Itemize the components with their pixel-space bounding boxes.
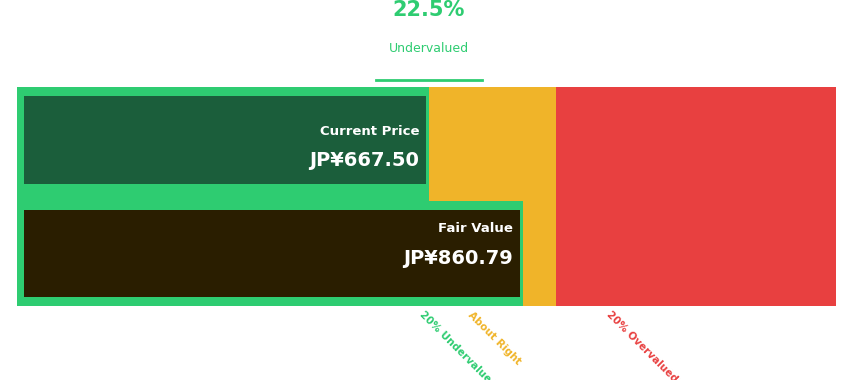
Bar: [429, 87, 556, 306]
Text: 22.5%: 22.5%: [392, 0, 464, 20]
Text: Current Price: Current Price: [320, 125, 418, 138]
Text: 20% Undervalued: 20% Undervalued: [417, 310, 498, 380]
Bar: [24, 96, 425, 184]
Text: JP¥667.50: JP¥667.50: [309, 151, 418, 170]
Text: Undervalued: Undervalued: [389, 42, 469, 55]
Text: 20% Overvalued: 20% Overvalued: [604, 310, 679, 380]
Bar: [17, 87, 429, 306]
Text: About Right: About Right: [466, 310, 522, 366]
Bar: [556, 87, 835, 306]
Bar: [17, 201, 522, 306]
Bar: [17, 87, 429, 192]
Bar: [24, 210, 519, 297]
Text: Fair Value: Fair Value: [438, 222, 513, 235]
Text: JP¥860.79: JP¥860.79: [403, 249, 513, 268]
